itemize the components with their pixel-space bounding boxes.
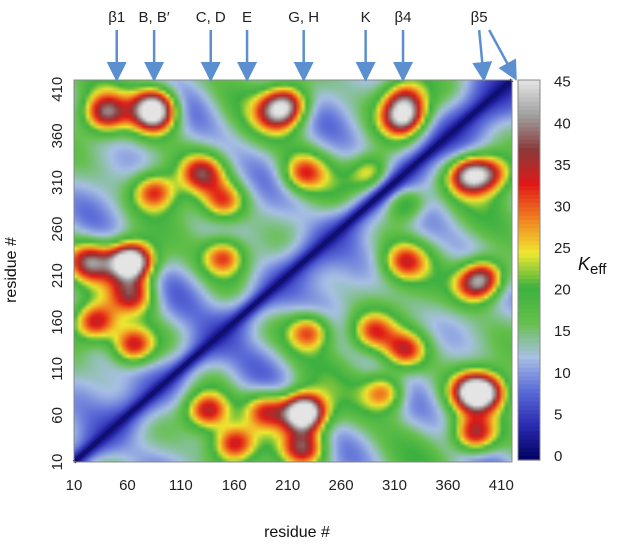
residue-annotation-label: β1 [108, 9, 125, 26]
y-tick-label: 210 [49, 263, 66, 288]
x-tick-label: 260 [329, 477, 354, 494]
y-tick-label: 10 [49, 454, 66, 471]
annotation-arrow [472, 29, 493, 82]
colorbar-label: Keff [578, 254, 607, 278]
residue-annotation-label: B, B′ [139, 9, 170, 26]
colorbar-tick-label: 40 [554, 115, 571, 132]
x-axis-label: residue # [264, 524, 330, 541]
x-tick-label: 210 [275, 477, 300, 494]
annotation-arrow [488, 29, 517, 81]
y-tick-label: 360 [49, 123, 66, 148]
colorbar-tick-label: 30 [554, 198, 571, 215]
colorbar-tick-label: 0 [554, 448, 562, 465]
colorbar-tick-label: 25 [554, 240, 571, 257]
residue-annotation-label: β4 [395, 9, 412, 26]
y-tick-label: 410 [49, 77, 66, 102]
colorbar-tick-label: 5 [554, 406, 562, 423]
x-tick-label: 60 [119, 477, 136, 494]
diagonal-line [72, 78, 514, 464]
x-tick-label: 10 [66, 477, 83, 494]
y-axis-ticks: 10 60 110 160 210 260 310 360 410 [49, 77, 66, 471]
x-tick-label: 360 [435, 477, 460, 494]
plot-frame [73, 79, 513, 463]
colorbar-frame [517, 79, 541, 461]
y-tick-label: 160 [49, 310, 66, 335]
residue-annotation-label: K [361, 9, 371, 26]
x-tick-label: 160 [222, 477, 247, 494]
heatmap-plot-area [72, 78, 514, 464]
y-tick-label: 310 [49, 170, 66, 195]
x-tick-label: 410 [489, 477, 514, 494]
colorbar-tick-label: 15 [554, 323, 571, 340]
colorbar-tick-label: 20 [554, 282, 571, 299]
y-tick-label: 260 [49, 217, 66, 242]
y-tick-label: 110 [49, 357, 66, 381]
residue-annotation-label: β5 [471, 9, 488, 26]
colorbar: 0 5 10 15 20 25 30 35 40 45 [517, 74, 571, 465]
colorbar-tick-label: 35 [554, 157, 571, 174]
y-tick-label: 60 [49, 407, 66, 424]
residue-annotation-label: E [242, 9, 252, 26]
residue-annotation-label: G, H [288, 9, 319, 26]
x-axis-ticks: 10 60 110 160 210 260 310 360 410 [66, 477, 514, 494]
residue-annotation-label: C, D [196, 9, 226, 26]
x-tick-label: 110 [169, 477, 193, 494]
colorbar-tick-label: 45 [554, 74, 571, 91]
colorbar-tick-label: 10 [554, 365, 571, 382]
y-axis-label: residue # [3, 237, 20, 303]
x-tick-label: 310 [382, 477, 407, 494]
